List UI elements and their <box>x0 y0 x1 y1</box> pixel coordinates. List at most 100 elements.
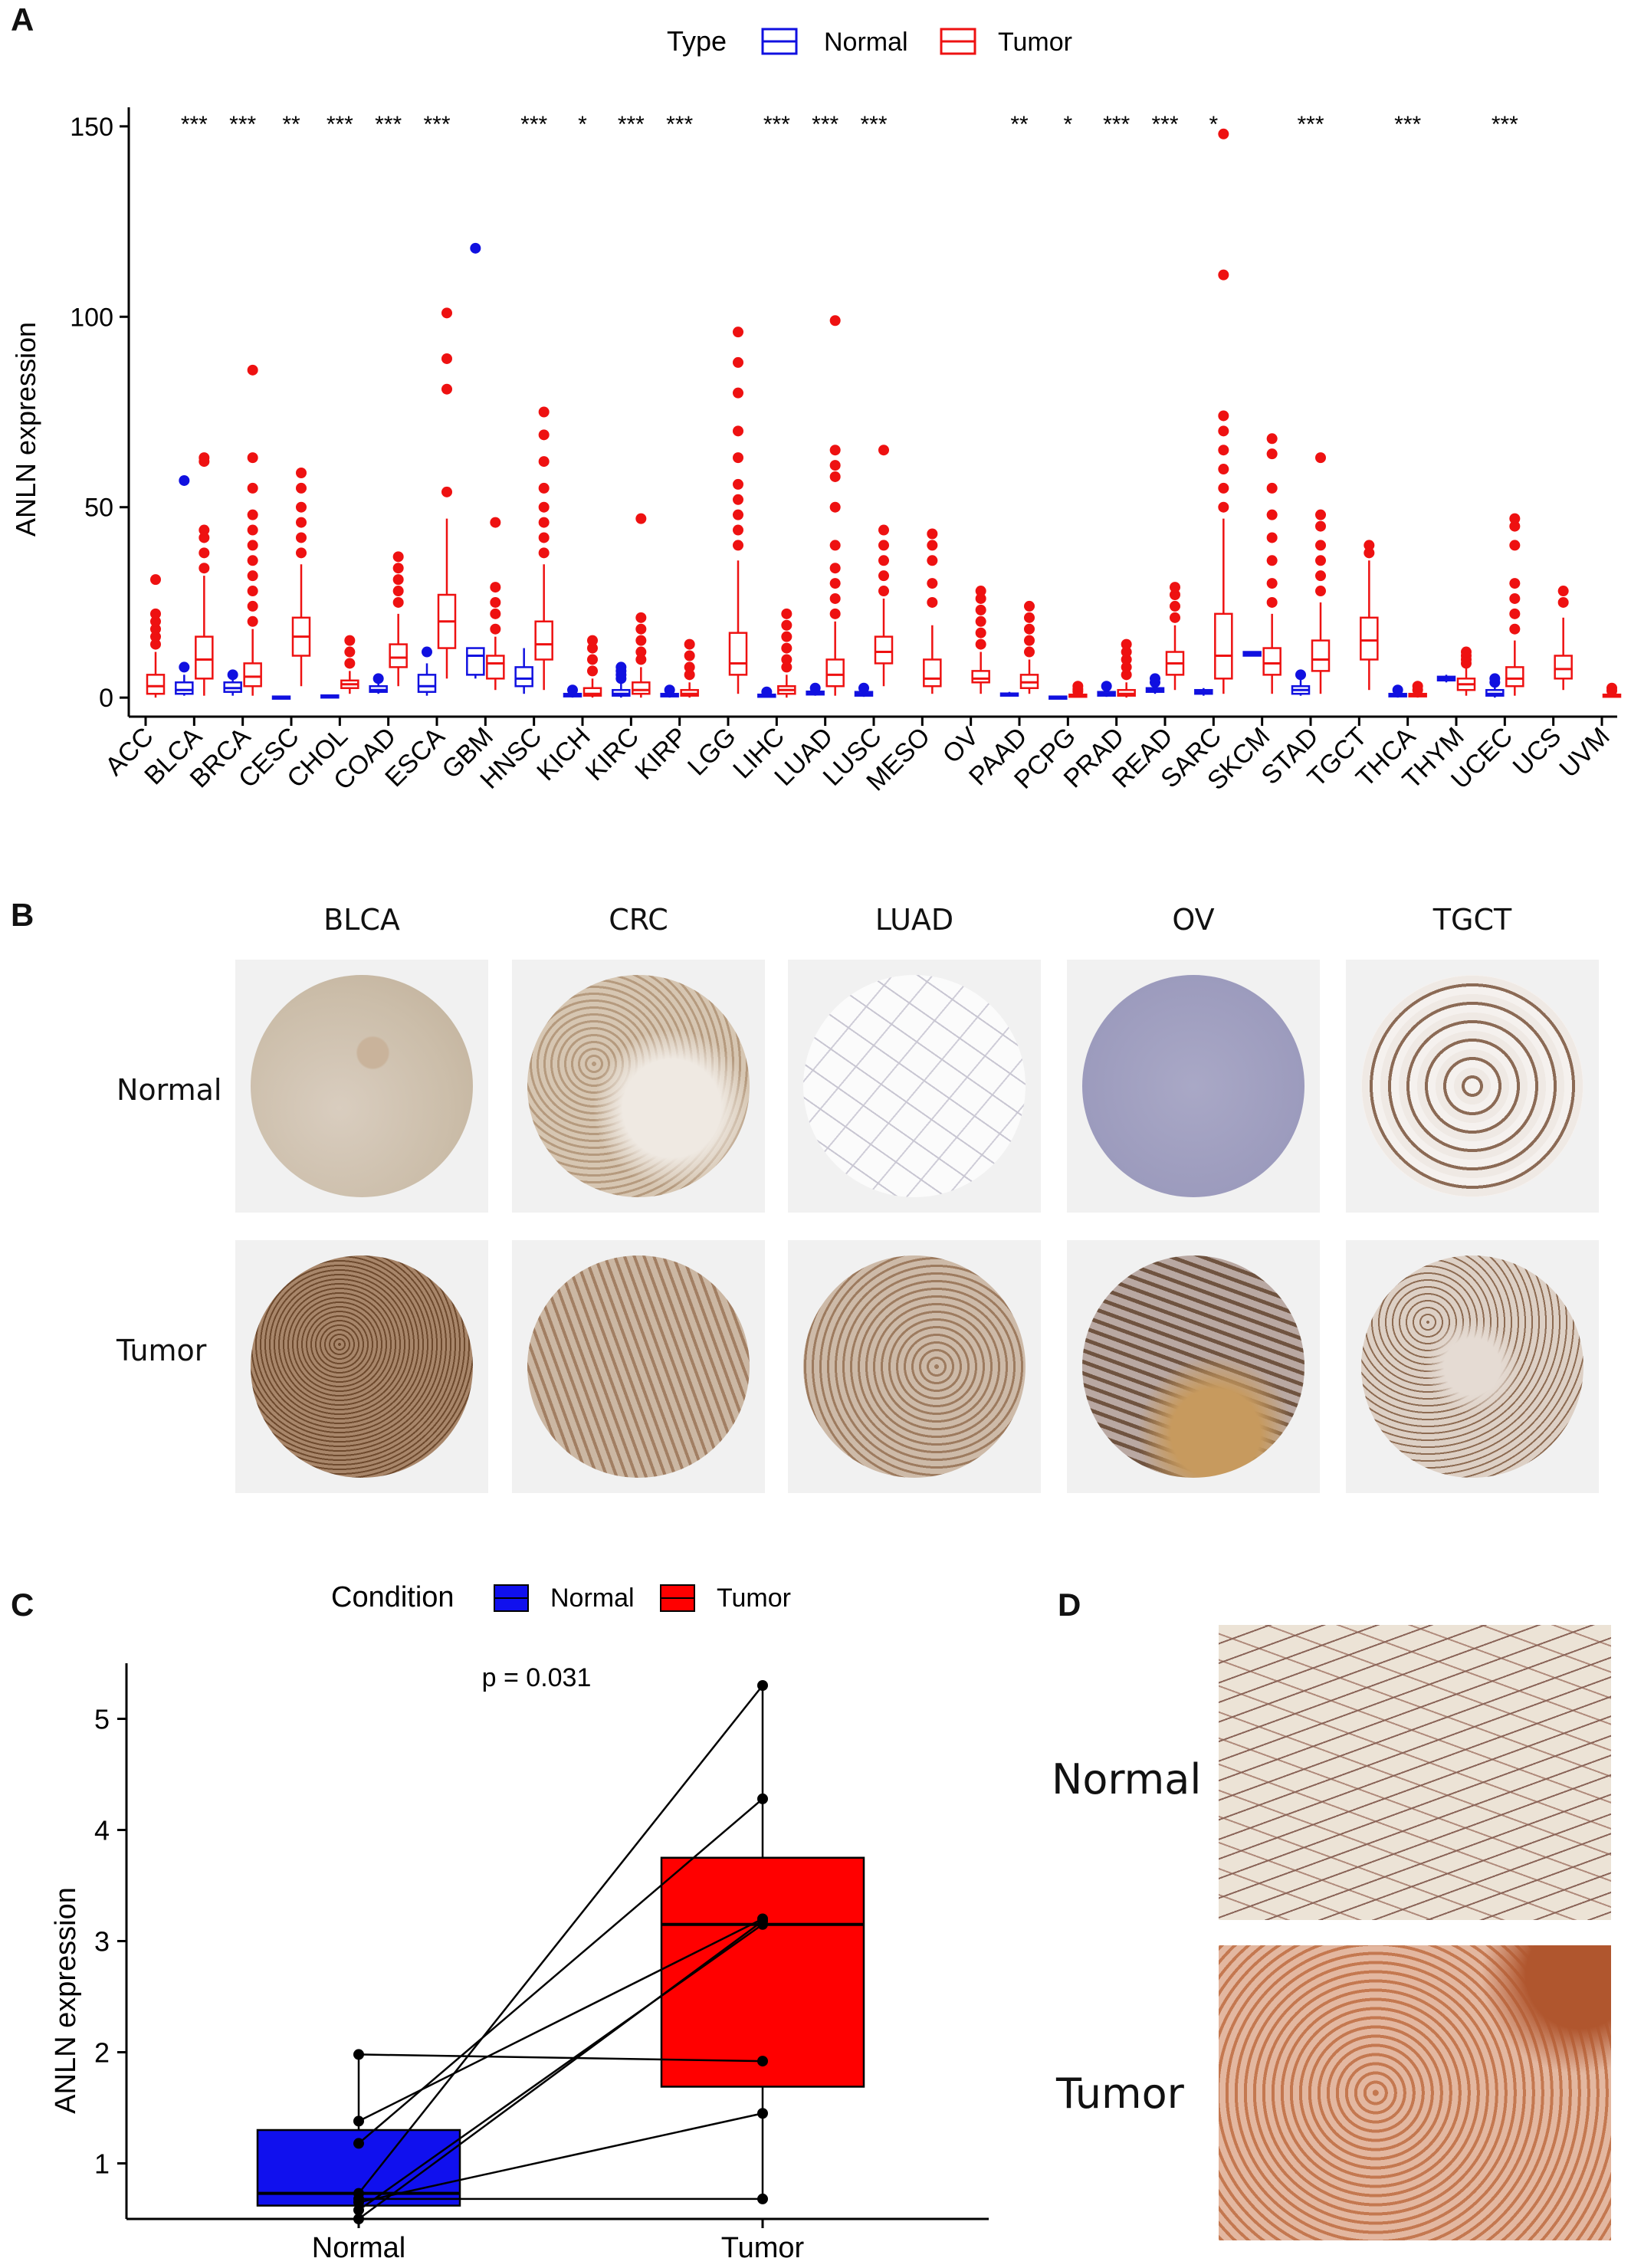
ihc-tile-tumor-luad <box>788 1240 1041 1493</box>
outlier-point <box>296 547 307 559</box>
outlier-point <box>733 425 743 437</box>
outlier-point <box>927 528 938 540</box>
box-normal-paad <box>999 691 1019 697</box>
outlier-point <box>392 596 404 608</box>
panel-c-ytick-label: 4 <box>94 1815 110 1846</box>
box-tumor-luad <box>825 315 845 696</box>
outlier-point <box>538 456 550 468</box>
outlier-point <box>1266 448 1278 460</box>
box-tumor-lusc <box>874 445 894 687</box>
box-tumor-acc <box>146 574 166 698</box>
box-tumor-cesc <box>291 468 311 687</box>
outlier-point <box>1315 452 1326 464</box>
significance-hnsc: *** <box>520 112 547 137</box>
box-iqr <box>1554 655 1573 680</box>
outlier-point <box>829 471 841 482</box>
box-iqr <box>1311 639 1331 672</box>
panel-c-legend: Condition Normal Tumor <box>331 1581 791 1613</box>
outlier-point <box>1315 520 1326 532</box>
pair-point-normal <box>353 2138 364 2149</box>
outlier-point <box>829 460 841 471</box>
outlier-point <box>781 631 793 642</box>
ihc-tile-normal-crc <box>512 960 765 1213</box>
box-tumor-lihc <box>777 608 796 698</box>
outlier-point <box>1266 433 1278 445</box>
outlier-point <box>1461 646 1472 658</box>
box-normal-skcm <box>1242 651 1262 657</box>
box-iqr <box>534 620 553 661</box>
box-normal-brca <box>223 669 242 696</box>
legend-label-normal: Normal <box>824 28 908 57</box>
ihc-row-label-tumor: Tumor <box>116 1334 207 1367</box>
panel-letter-b: B <box>11 897 34 933</box>
outlier-point <box>392 563 404 574</box>
pair-line <box>358 1797 763 2145</box>
significance-ucec: *** <box>1492 112 1518 137</box>
panel-letter-d: D <box>1058 1587 1081 1623</box>
box-iqr <box>582 687 602 697</box>
outlier-point <box>1121 646 1132 658</box>
outlier-point <box>372 673 384 684</box>
outlier-point <box>733 387 743 399</box>
outlier-point <box>1266 532 1278 543</box>
box-tumor-brca <box>243 364 262 696</box>
outlier-point <box>1266 482 1278 494</box>
box-normal-thca <box>1388 684 1407 698</box>
box-normal-sarc <box>1194 688 1213 696</box>
panel-a-ytick-label: 0 <box>99 684 113 713</box>
outlier-point <box>733 494 743 505</box>
outlier-point <box>1218 425 1229 437</box>
outlier-point <box>878 570 889 582</box>
outlier-point <box>490 623 501 635</box>
panel-c-axes: 1 2 3 4 5 Normal Tumor <box>94 1663 989 2264</box>
outlier-point <box>538 532 550 543</box>
panel-c-pvalue: p = 0.031 <box>482 1663 592 1692</box>
box-normal-esca <box>417 646 437 696</box>
box-normal-kich <box>563 684 582 698</box>
box-normal-kirc <box>612 661 631 698</box>
ihc-tile-tumor-ov <box>1067 1240 1320 1493</box>
box-iqr <box>195 635 214 680</box>
outlier-point <box>1218 128 1229 139</box>
outlier-point <box>1392 684 1403 696</box>
box-tumor-kirp <box>680 638 699 698</box>
outlier-point <box>975 627 986 638</box>
ihc-col-label-blca: BLCA <box>323 903 400 937</box>
box-iqr <box>1214 612 1233 680</box>
outlier-point <box>1364 547 1375 559</box>
outlier-point <box>1315 555 1326 566</box>
pair-point-tumor <box>757 1680 768 1691</box>
outlier-point <box>615 661 627 673</box>
outlier-point <box>538 501 550 513</box>
outlier-point <box>1364 540 1375 551</box>
significance-blca: *** <box>181 112 208 137</box>
panel-letter-c: C <box>11 1587 34 1623</box>
outlier-point <box>344 635 356 646</box>
outlier-point <box>392 586 404 597</box>
d-micrograph-tumor <box>1219 1945 1611 2240</box>
pair-line <box>358 1685 763 2194</box>
panel-a-ytick-label: 150 <box>70 113 113 142</box>
outlier-point <box>635 513 647 524</box>
outlier-point <box>150 638 161 650</box>
ihc-tile-normal-tgct <box>1346 960 1599 1213</box>
outlier-point <box>422 646 432 658</box>
outlier-point <box>1509 540 1521 551</box>
outlier-point <box>179 474 190 486</box>
outlier-point <box>781 661 793 673</box>
outlier-point <box>1150 673 1160 684</box>
box-tumor-lgg <box>728 327 748 694</box>
panel-c-ylabel: ANLN expression <box>50 1887 82 2114</box>
outlier-point <box>878 586 889 597</box>
pair-point-tumor <box>757 1915 768 1927</box>
outlier-point <box>1266 509 1278 520</box>
outlier-point <box>1170 589 1180 600</box>
outlier-point <box>1266 555 1278 566</box>
outlier-point <box>1170 582 1180 593</box>
pair-point-tumor <box>757 1793 768 1804</box>
outlier-point <box>684 661 695 673</box>
outlier-point <box>635 612 647 623</box>
box-tumor-pcpg <box>1068 681 1088 698</box>
box-tumor-esca <box>437 307 457 679</box>
significance-lusc: *** <box>860 112 887 137</box>
